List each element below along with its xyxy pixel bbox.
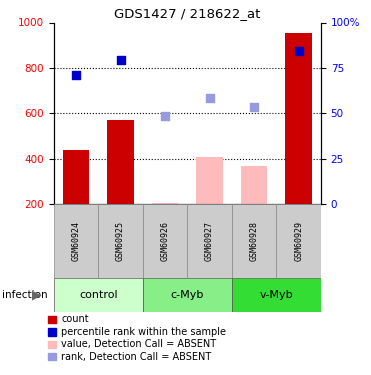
Point [296, 48, 302, 54]
Text: count: count [61, 315, 89, 324]
Bar [241, 166, 267, 204]
Bar [152, 203, 178, 204]
Bar [54, 278, 143, 312]
Text: value, Detection Call = ABSENT: value, Detection Call = ABSENT [61, 339, 216, 349]
Point [207, 94, 213, 100]
Text: GSM60928: GSM60928 [250, 221, 259, 261]
Bar [107, 120, 134, 204]
Text: GSM60927: GSM60927 [205, 221, 214, 261]
Bar [54, 204, 98, 278]
Text: control: control [79, 290, 118, 300]
Title: GDS1427 / 218622_at: GDS1427 / 218622_at [114, 7, 260, 20]
Text: infection: infection [2, 290, 47, 300]
Bar [232, 278, 321, 312]
Point [162, 113, 168, 119]
Text: GSM60929: GSM60929 [294, 221, 303, 261]
Text: GSM60926: GSM60926 [161, 221, 170, 261]
Point [73, 72, 79, 78]
Bar [196, 157, 223, 204]
Text: ▶: ▶ [32, 288, 41, 301]
Text: percentile rank within the sample: percentile rank within the sample [61, 327, 226, 337]
Bar [98, 204, 143, 278]
Text: GSM60925: GSM60925 [116, 221, 125, 261]
Bar [187, 204, 232, 278]
Bar [285, 33, 312, 204]
Text: GSM60924: GSM60924 [72, 221, 81, 261]
Text: c-Myb: c-Myb [171, 290, 204, 300]
Bar [63, 150, 89, 204]
Point [118, 57, 124, 63]
Text: rank, Detection Call = ABSENT: rank, Detection Call = ABSENT [61, 352, 211, 362]
Bar [143, 278, 232, 312]
Point [251, 104, 257, 110]
Text: v-Myb: v-Myb [260, 290, 293, 300]
Bar [276, 204, 321, 278]
Bar [143, 204, 187, 278]
Bar [232, 204, 276, 278]
